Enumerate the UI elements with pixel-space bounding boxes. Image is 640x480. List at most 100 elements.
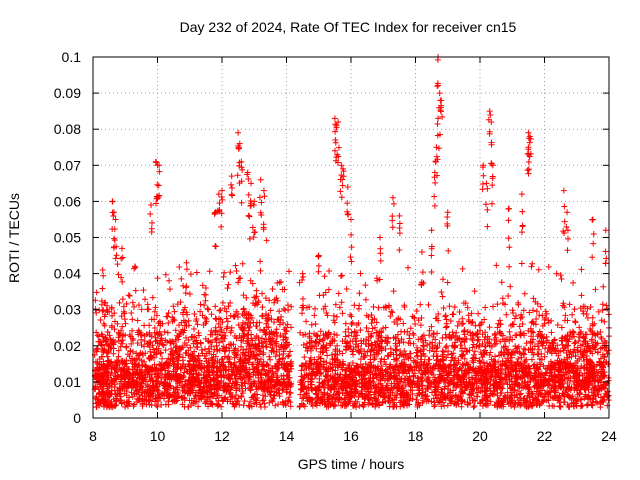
data-point (255, 345, 262, 352)
data-point (522, 358, 529, 365)
data-point (170, 340, 177, 347)
data-point (267, 381, 274, 388)
data-point (314, 333, 321, 340)
data-point (460, 328, 467, 335)
data-point (566, 386, 573, 393)
data-point (372, 395, 379, 402)
data-point (468, 310, 475, 317)
data-point (496, 402, 503, 409)
data-point (541, 376, 548, 383)
data-point (241, 398, 248, 405)
data-point (308, 400, 315, 407)
data-point (129, 348, 136, 355)
data-point (334, 342, 341, 349)
data-point (499, 375, 506, 382)
data-point (182, 318, 189, 325)
data-point (530, 375, 537, 382)
data-point (340, 385, 347, 392)
data-point (271, 392, 278, 399)
data-point (320, 358, 327, 365)
data-point (473, 369, 480, 376)
data-point (580, 308, 587, 315)
data-point (368, 320, 375, 327)
data-point (520, 397, 527, 404)
data-point (220, 373, 227, 380)
data-point (170, 303, 177, 310)
data-point (440, 304, 447, 311)
data-point (248, 314, 255, 321)
data-point (486, 336, 493, 343)
data-point (148, 376, 155, 383)
data-point (517, 373, 524, 380)
data-point (207, 339, 214, 346)
data-point (185, 385, 192, 392)
data-point (157, 337, 164, 344)
data-point (150, 366, 157, 373)
data-point (399, 370, 406, 377)
data-point (592, 332, 599, 339)
data-point (558, 324, 565, 331)
data-point (240, 306, 247, 313)
data-point (115, 353, 122, 360)
data-point (112, 359, 119, 366)
data-point (414, 384, 421, 391)
data-point (313, 331, 320, 338)
data-point (545, 381, 552, 388)
data-point (471, 288, 478, 295)
data-point (566, 394, 573, 401)
data-point (281, 330, 288, 337)
data-point (327, 386, 334, 393)
data-point (512, 381, 519, 388)
data-point (280, 320, 287, 327)
data-point (203, 365, 210, 372)
data-point (572, 319, 579, 326)
data-point (192, 367, 199, 374)
data-point (247, 398, 254, 405)
data-point (114, 372, 121, 379)
data-point (197, 340, 204, 347)
data-point (253, 364, 260, 371)
data-point (533, 308, 540, 315)
data-point (566, 301, 573, 308)
data-point (253, 399, 260, 406)
data-point (266, 338, 273, 345)
data-point (490, 378, 497, 385)
data-point (571, 346, 578, 353)
data-point (125, 292, 132, 299)
data-point (144, 341, 151, 348)
data-point (535, 398, 542, 405)
data-point (357, 356, 364, 363)
data-point (285, 352, 292, 359)
data-point (540, 383, 547, 390)
data-point (591, 320, 598, 327)
data-point (470, 359, 477, 366)
data-point (535, 351, 542, 358)
data-point (251, 302, 258, 309)
data-point (269, 344, 276, 351)
data-point (241, 309, 248, 316)
data-point (542, 308, 549, 315)
data-point (472, 355, 479, 362)
data-point (442, 344, 449, 351)
data-point (465, 361, 472, 368)
data-point (325, 286, 332, 293)
data-point (528, 333, 535, 340)
data-point (253, 323, 260, 330)
data-point (487, 392, 494, 399)
data-point (275, 317, 282, 324)
data-point (421, 346, 428, 353)
data-point (285, 307, 292, 314)
data-point (287, 390, 294, 397)
data-point (232, 392, 239, 399)
data-point (500, 300, 507, 307)
data-point (499, 385, 506, 392)
data-point (382, 346, 389, 353)
data-point (530, 329, 537, 336)
data-point (494, 301, 501, 308)
data-point (479, 387, 486, 394)
data-point (190, 340, 197, 347)
data-point (597, 355, 604, 362)
data-point (530, 295, 537, 302)
data-point (539, 322, 546, 329)
data-point (342, 333, 349, 340)
